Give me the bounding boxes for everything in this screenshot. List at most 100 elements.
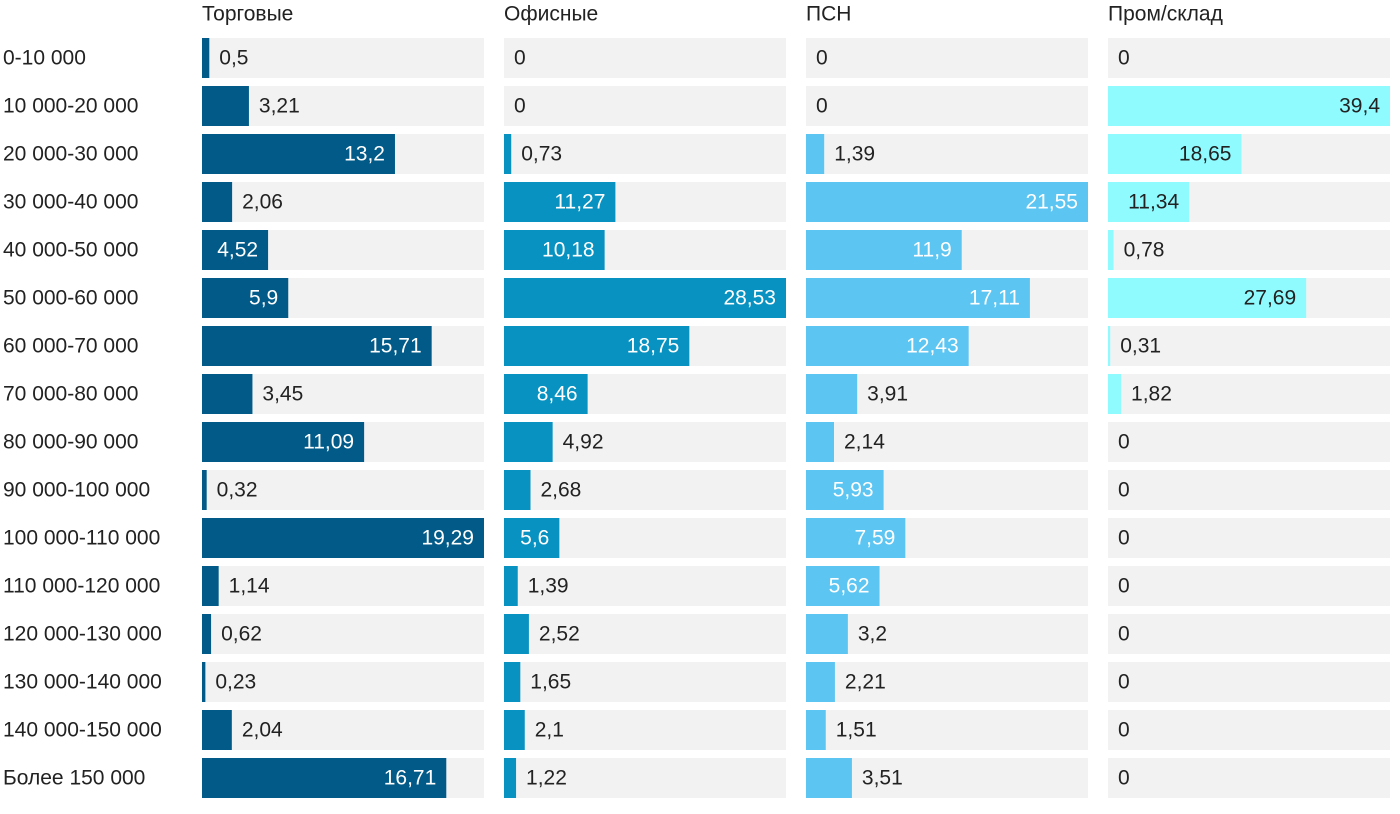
value-label: 8,46 <box>537 383 578 406</box>
value-label: 0,31 <box>1120 335 1161 358</box>
value-label: 7,59 <box>854 527 895 550</box>
bar <box>806 326 969 366</box>
row-label: 0-10 000 <box>3 47 86 70</box>
bar <box>806 758 852 798</box>
value-label: 2,14 <box>844 431 885 454</box>
bar <box>806 182 1088 222</box>
bar <box>202 182 233 222</box>
value-label: 1,82 <box>1131 383 1172 406</box>
bar <box>504 518 560 558</box>
bar <box>504 374 588 414</box>
value-label: 0,73 <box>521 143 562 166</box>
value-label: 2,68 <box>540 479 581 502</box>
bar <box>504 326 690 366</box>
row-background <box>504 710 786 750</box>
value-label: 3,91 <box>867 383 908 406</box>
row-label: Более 150 000 <box>3 767 145 790</box>
bar <box>504 134 512 174</box>
bar <box>1108 278 1307 318</box>
row-label: 10 000-20 000 <box>3 95 138 118</box>
value-label: 16,71 <box>384 767 437 790</box>
value-label: 0,23 <box>215 671 256 694</box>
value-label: 0 <box>1118 431 1130 454</box>
value-label: 2,52 <box>539 623 580 646</box>
value-label: 28,53 <box>723 287 776 310</box>
bar <box>202 86 249 126</box>
bar <box>806 134 825 174</box>
value-label: 15,71 <box>369 335 422 358</box>
value-label: 18,65 <box>1179 143 1232 166</box>
panel-title: ПСН <box>806 3 851 26</box>
row-background <box>806 614 1088 654</box>
value-label: 39,4 <box>1339 95 1380 118</box>
bar <box>202 134 395 174</box>
bar <box>202 422 365 462</box>
value-label: 11,34 <box>1128 191 1179 214</box>
row-background <box>504 662 786 702</box>
value-label: 2,06 <box>242 191 283 214</box>
bar <box>806 278 1030 318</box>
value-label: 19,29 <box>421 527 474 550</box>
value-label: 21,55 <box>1025 191 1078 214</box>
bar <box>202 758 447 798</box>
value-label: 0 <box>514 47 526 70</box>
row-label: 80 000-90 000 <box>3 431 138 454</box>
row-background <box>504 566 786 606</box>
value-label: 1,14 <box>229 575 270 598</box>
value-label: 4,92 <box>563 431 604 454</box>
bar <box>806 662 835 702</box>
bar <box>202 326 432 366</box>
value-label: 0 <box>1118 479 1130 502</box>
row-background <box>1108 470 1390 510</box>
row-background <box>806 422 1088 462</box>
value-label: 17,11 <box>969 287 1020 310</box>
row-background <box>1108 518 1390 558</box>
bar <box>202 374 253 414</box>
value-label: 2,21 <box>845 671 886 694</box>
value-label: 0,32 <box>217 479 258 502</box>
row-background <box>806 86 1088 126</box>
row-label: 20 000-30 000 <box>3 143 138 166</box>
panel-title: Пром/склад <box>1108 3 1223 26</box>
value-label: 12,43 <box>906 335 959 358</box>
bar <box>202 662 206 702</box>
value-label: 11,9 <box>912 239 951 262</box>
value-label: 5,6 <box>520 527 549 550</box>
value-label: 10,18 <box>542 239 595 262</box>
bar <box>504 662 521 702</box>
value-label: 0 <box>1118 623 1130 646</box>
row-label: 90 000-100 000 <box>3 479 150 502</box>
bar <box>202 470 207 510</box>
row-background <box>504 614 786 654</box>
row-background <box>504 86 786 126</box>
bar <box>504 278 786 318</box>
value-label: 0 <box>1118 527 1130 550</box>
bar <box>504 614 529 654</box>
row-background <box>504 470 786 510</box>
row-background <box>202 86 484 126</box>
row-background <box>202 710 484 750</box>
bar <box>504 758 517 798</box>
bar <box>504 710 525 750</box>
bar <box>504 230 605 270</box>
row-background <box>202 662 484 702</box>
value-label: 1,22 <box>526 767 567 790</box>
row-background <box>1108 230 1390 270</box>
row-label: 30 000-40 000 <box>3 191 138 214</box>
value-label: 4,52 <box>217 239 258 262</box>
row-background <box>504 38 786 78</box>
bar <box>806 614 848 654</box>
value-label: 3,45 <box>262 383 303 406</box>
row-background <box>1108 614 1390 654</box>
row-background <box>1108 422 1390 462</box>
bar <box>806 518 906 558</box>
row-background <box>202 566 484 606</box>
panel-title: Офисные <box>504 3 598 26</box>
value-label: 11,09 <box>303 431 354 454</box>
bar <box>202 38 210 78</box>
value-label: 0,5 <box>219 47 248 70</box>
value-label: 2,04 <box>242 719 283 742</box>
bar <box>504 182 616 222</box>
value-label: 0 <box>1118 671 1130 694</box>
panel-title: Торговые <box>202 3 293 26</box>
